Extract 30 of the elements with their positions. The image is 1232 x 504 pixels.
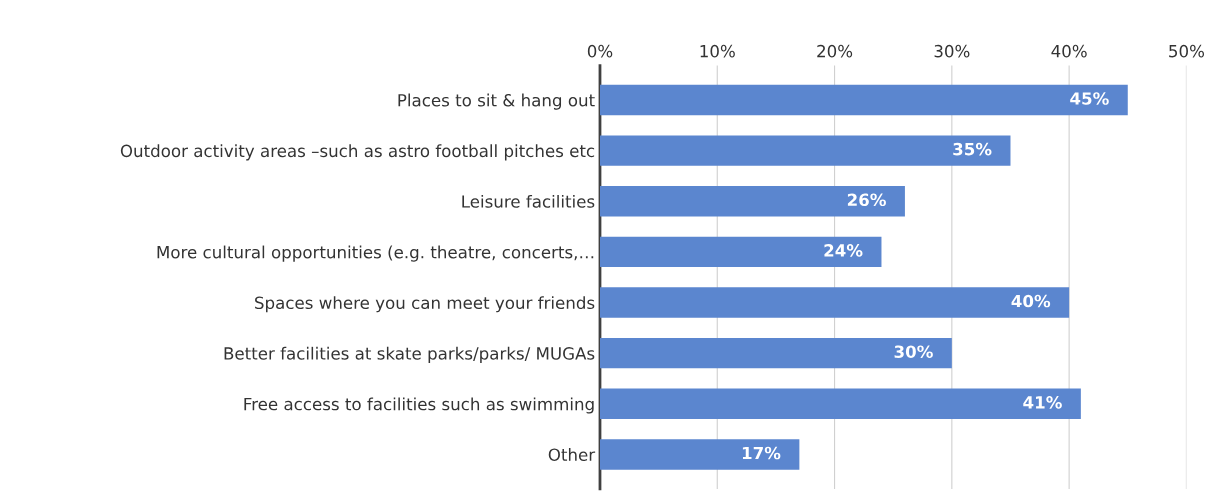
x-tick-label: 20% (817, 44, 853, 58)
bar (599, 337, 952, 369)
data-label: 41% (1023, 396, 1062, 409)
data-label: 30% (894, 345, 933, 358)
x-tick-label: 50% (1169, 44, 1205, 58)
x-tick-label: 0% (587, 44, 613, 58)
y-tick-label: Spaces where you can meet your friends (255, 296, 595, 313)
y-tick-label: More cultural opportunities (e.g. theatre, concerts,… (157, 245, 594, 262)
y-tick-label: Other (548, 448, 596, 462)
data-label: 24% (824, 244, 863, 257)
y-tick-label: Better facilities at skate parks/parks/ MUGAs (224, 346, 595, 363)
data-label: 35% (953, 142, 992, 156)
bar (599, 236, 882, 268)
bar (599, 135, 1011, 166)
y-tick-label: Leisure facilities (462, 194, 595, 208)
bar (599, 287, 1070, 318)
x-tick-label: 10% (700, 44, 735, 58)
data-label: 40% (1011, 294, 1051, 308)
y-tick-label: Free access to facilities such as swimming (244, 397, 594, 414)
data-label: 26% (847, 193, 886, 207)
bar (599, 388, 1081, 419)
x-tick-label: 40% (1051, 44, 1087, 58)
bar (599, 439, 800, 470)
y-tick-label: Outdoor activity areas –such as astro football pitches etc (120, 144, 595, 161)
y-tick-label: Places to sit & hang out (398, 93, 595, 110)
bar (599, 186, 905, 217)
x-tick-label: 30% (934, 44, 970, 58)
data-label: 45% (1070, 92, 1109, 105)
bar (599, 84, 1128, 116)
data-label: 17% (742, 446, 781, 460)
